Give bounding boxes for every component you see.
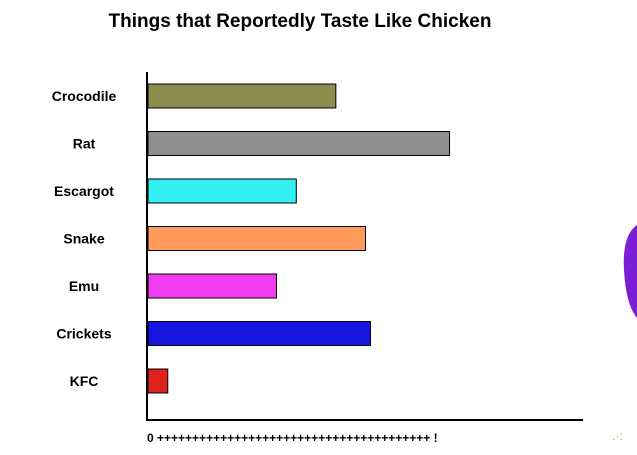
category-label-crickets: Crickets: [56, 326, 111, 342]
category-label-kfc: KFC: [70, 373, 99, 389]
bar-crocodile: [147, 83, 337, 109]
category-labels: Crocodile Rat Escargot Snake Emu Crickets KFC: [52, 88, 117, 389]
bars-group: [147, 83, 451, 394]
bar-kfc: [147, 368, 169, 394]
category-label-rat: Rat: [73, 136, 96, 152]
chart-title: Things that Reportedly Taste Like Chicke…: [109, 11, 492, 32]
bar-rat: [147, 131, 451, 156]
bar-emu: [147, 273, 278, 299]
decorative-purple-shape: [623, 225, 637, 318]
bar-snake: [147, 226, 366, 251]
bar-crickets: [147, 321, 371, 346]
category-label-crocodile: Crocodile: [52, 88, 117, 104]
bar-escargot: [147, 178, 297, 204]
category-label-snake: Snake: [63, 231, 104, 247]
decorative-dots: .·:: [612, 429, 623, 443]
category-label-emu: Emu: [69, 278, 99, 294]
x-axis-tick-labels: 0 ++++++++++++++++++++++++++++++++++++++…: [147, 431, 438, 445]
category-label-escargot: Escargot: [54, 183, 114, 199]
